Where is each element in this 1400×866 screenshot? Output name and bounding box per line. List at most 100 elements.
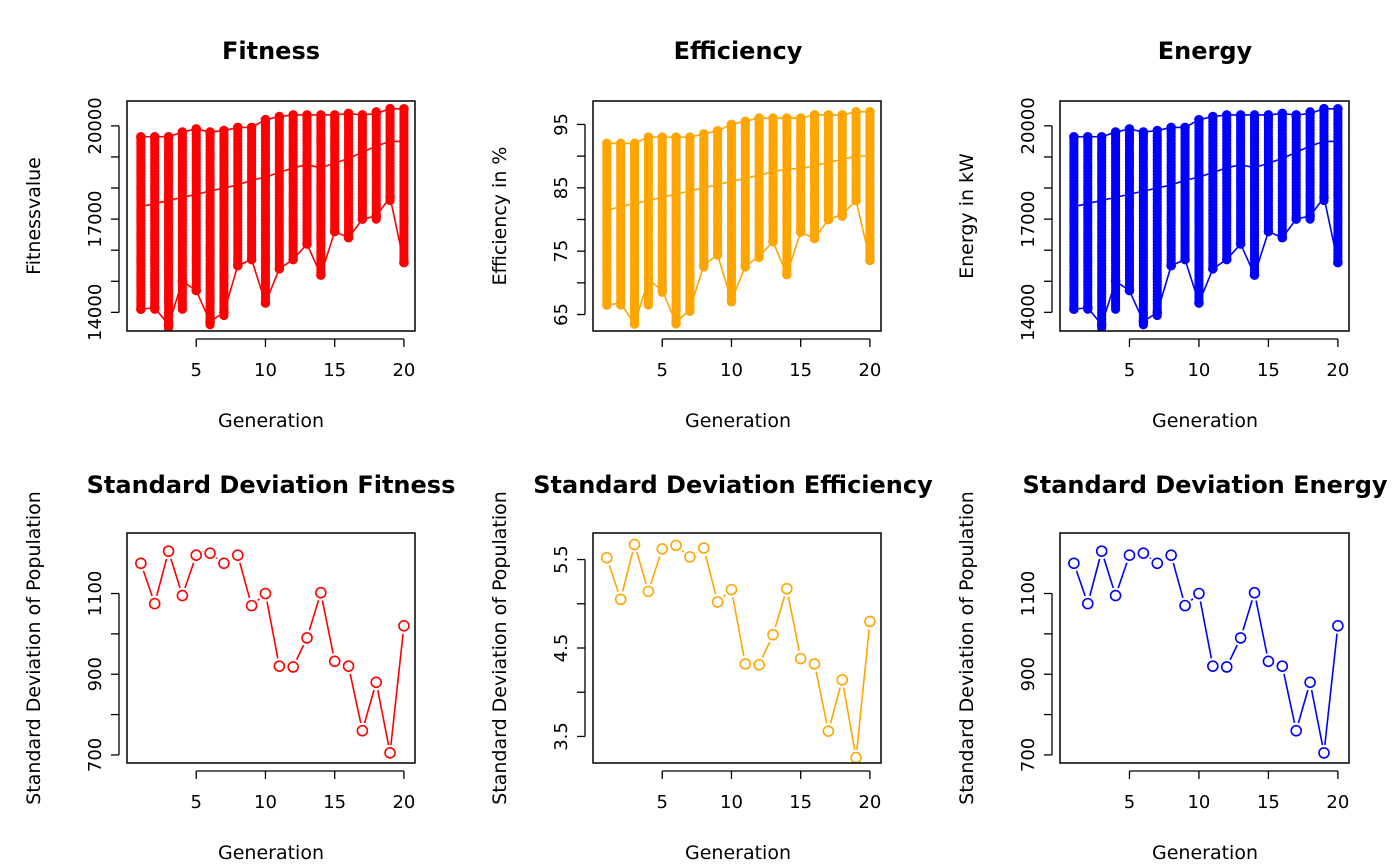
series-point-min [837,209,848,220]
y-tick-label: 700 [85,738,106,772]
series-point-min [795,227,806,237]
population-column [782,115,792,278]
y-tick-label: 14000 [85,284,106,341]
series-line-mean [140,140,404,208]
series-segment [390,633,404,746]
series-point-min [219,307,229,318]
population-column [657,134,667,297]
y-tick-label: 1100 [85,571,106,617]
series-point-max [1180,122,1190,133]
x-axis-label: Generation [218,410,324,432]
y-tick-label: 20000 [1018,97,1039,154]
series-point [1095,545,1108,557]
population-column [1083,132,1093,314]
population-column [260,117,271,308]
population-column [343,110,354,240]
series-point-max [302,110,312,120]
series-point [301,632,313,644]
series-point [1068,557,1080,570]
x-tick-label: 15 [323,792,346,813]
series-segment [1103,558,1114,589]
x-tick-label: 5 [657,360,668,381]
series-point [218,557,230,570]
series-point-max [795,113,806,123]
series-segment [1117,562,1128,589]
y-tick-label: 1100 [1018,571,1039,617]
population-column [1110,129,1121,314]
series-point [1179,599,1191,612]
series-segment [1229,644,1238,661]
population-column [713,127,723,259]
series-point [148,597,161,610]
series-point [176,589,189,602]
plot-frame [592,100,882,332]
series-segment [723,594,727,598]
series-point-max [1277,108,1288,119]
y-axis-label: Standard Deviation of Population [489,491,511,805]
series-point-max [1249,110,1260,120]
x-tick-label: 10 [1187,360,1210,381]
series-point-min [1319,192,1329,203]
series-point-min [177,276,188,287]
series-point-min [865,255,875,265]
series-point [190,549,203,561]
series-point [725,583,738,596]
population-column [1222,113,1232,265]
series-point-max [643,132,654,142]
series-point [1248,586,1261,599]
series-point-max [1263,110,1274,120]
series-point-max [865,106,875,117]
y-tick-label: 17000 [85,190,106,247]
series-point-max [246,122,257,133]
population-column [1194,117,1204,308]
chart-panel: Standard Deviation Energy 5 10 15 20 700 900 11… [956,471,1388,864]
series-point-min [1221,254,1232,265]
series-point-min [1208,264,1218,274]
series-point-max [274,111,285,122]
series-point [781,582,793,595]
series-segment [155,558,168,597]
series-segment [295,644,305,661]
population-column [191,126,201,293]
series-point [287,661,299,673]
y-tick-label: 14000 [1018,284,1039,341]
population-column [1236,113,1246,249]
population-column [1138,130,1148,330]
series-point-max [809,110,820,120]
y-axis-label: Standard Deviation of Population [23,491,45,805]
series-point-max [629,138,640,149]
series-segment [650,556,661,585]
series-point-max [1319,103,1329,114]
population-column [150,132,160,314]
series-point-min [274,264,285,274]
series-point-max [768,113,778,123]
population-column [219,129,229,321]
series-point-max [149,131,160,142]
series-point [684,551,696,563]
population-column [1180,123,1190,265]
series-segment [170,558,181,589]
x-tick-label: 10 [1187,792,1210,813]
series-point [273,660,286,672]
series-point [850,751,862,763]
x-tick-label: 20 [858,792,881,813]
series-point [1220,661,1233,673]
series-point-min [602,300,612,310]
population-column [865,108,875,266]
series-point-min [1096,319,1107,330]
series-point [1290,724,1303,737]
y-tick-label: 20000 [85,97,106,154]
plot-frame [592,532,882,764]
x-axis-label: Generation [1152,410,1258,432]
x-axis-label: Generation [685,410,791,432]
chart-panel: Energy 5 10 15 20 14000 17000 20000 Generation En… [956,37,1350,432]
series-point [384,747,396,759]
series-point-max [851,106,861,117]
series-point-min [1277,232,1288,243]
plot-frame [126,532,416,764]
series-point-max [177,127,188,137]
series-point-min [149,302,160,313]
population-column [754,114,764,263]
x-tick-label: 20 [392,792,415,813]
series-point-min [246,254,257,265]
